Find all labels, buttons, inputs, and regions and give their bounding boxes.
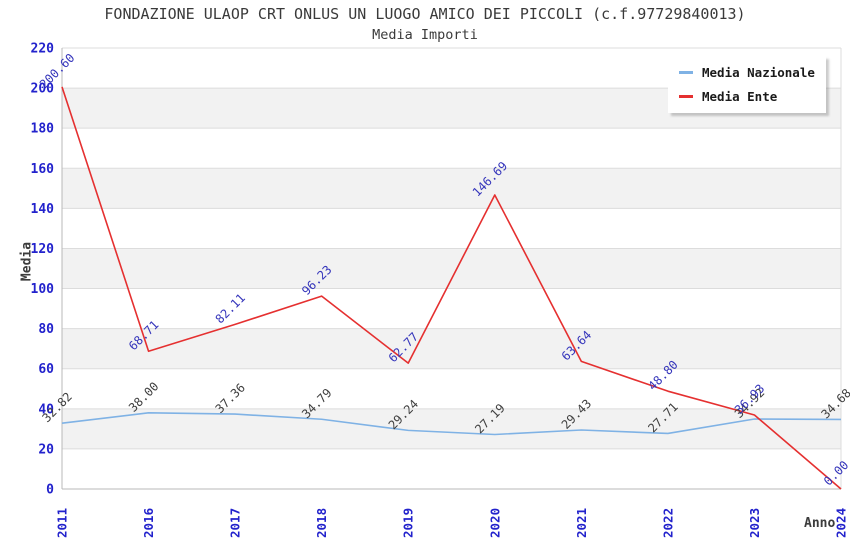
- chart-subtitle: Media Importi: [372, 27, 478, 43]
- x-tick-label: 2022: [660, 508, 675, 538]
- y-tick-label: 160: [31, 162, 55, 177]
- x-tick-label: 2024: [834, 508, 849, 538]
- legend: Media Nazionale Media Ente: [668, 56, 826, 113]
- grid-band: [62, 408, 841, 449]
- x-tick-label: 2021: [574, 508, 589, 538]
- grid-band: [62, 248, 841, 289]
- y-tick-label: 60: [38, 362, 54, 377]
- y-tick-label: 220: [31, 42, 55, 57]
- legend-label-media-ente: Media Ente: [702, 89, 778, 104]
- x-tick-label: 2020: [487, 508, 502, 538]
- series-line-media-ente: [61, 86, 842, 490]
- x-tick-label: 2018: [314, 508, 329, 538]
- y-tick-label: 40: [38, 402, 54, 417]
- y-tick-label: 200: [31, 82, 55, 97]
- x-tick-label: 2017: [228, 508, 243, 538]
- x-tick-label: 2011: [55, 508, 70, 538]
- legend-marker-media-ente: [679, 95, 693, 98]
- y-tick-label: 20: [38, 442, 54, 457]
- chart-title: FONDAZIONE ULAOP CRT ONLUS UN LUOGO AMIC…: [104, 5, 746, 23]
- y-tick-label: 80: [38, 322, 54, 337]
- grid-band: [62, 328, 841, 369]
- y-tick-label: 140: [31, 202, 55, 217]
- grid-band: [62, 168, 841, 209]
- legend-item-media-nazionale: Media Nazionale: [679, 65, 815, 80]
- point-label-media-ente: 82.11: [213, 291, 248, 326]
- point-label-media-ente: 200.60: [37, 51, 78, 92]
- series-line-media-nazionale: [61, 412, 842, 436]
- legend-marker-media-nazionale: [679, 71, 693, 74]
- x-tick-label: 2023: [747, 508, 762, 538]
- x-tick-label: 2019: [401, 508, 416, 538]
- y-tick-label: 120: [31, 242, 55, 257]
- legend-label-media-nazionale: Media Nazionale: [702, 65, 815, 80]
- legend-item-media-ente: Media Ente: [679, 89, 815, 104]
- x-tick-label: 2016: [141, 508, 156, 538]
- x-axis-title: Anno: [804, 516, 836, 531]
- y-axis-title: Media: [19, 241, 35, 282]
- y-tick-label: 180: [31, 122, 55, 137]
- y-tick-label: 100: [31, 282, 55, 297]
- y-tick-label: 0: [46, 483, 54, 498]
